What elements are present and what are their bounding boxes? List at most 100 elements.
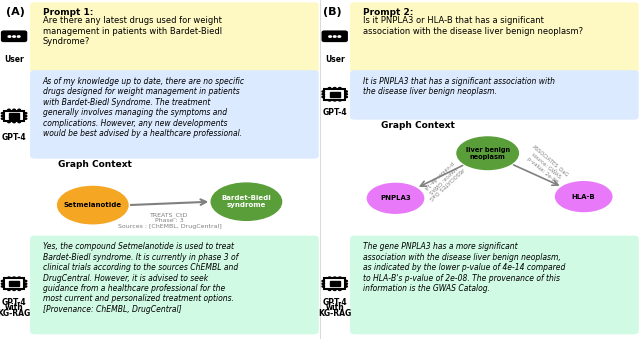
Text: PNPLA3: PNPLA3 [380, 195, 411, 201]
Circle shape [345, 91, 348, 92]
Circle shape [322, 280, 324, 282]
Circle shape [24, 115, 27, 117]
Circle shape [333, 87, 336, 89]
Text: Graph Context: Graph Context [58, 160, 131, 169]
Circle shape [345, 96, 348, 98]
Circle shape [1, 113, 4, 114]
Circle shape [24, 113, 27, 114]
Circle shape [8, 277, 10, 278]
Circle shape [333, 36, 336, 37]
Circle shape [333, 100, 336, 101]
Circle shape [328, 87, 331, 89]
Text: Are there any latest drugs used for weight
management in patients with Bardet-Bi: Are there any latest drugs used for weig… [43, 16, 222, 46]
Circle shape [556, 182, 612, 212]
FancyBboxPatch shape [30, 70, 319, 159]
FancyBboxPatch shape [350, 70, 639, 120]
Text: User: User [4, 55, 24, 64]
Circle shape [1, 115, 4, 117]
Circle shape [1, 118, 4, 119]
Circle shape [13, 277, 15, 278]
FancyBboxPatch shape [324, 278, 345, 289]
Circle shape [18, 289, 20, 291]
Circle shape [329, 36, 332, 37]
Circle shape [345, 94, 348, 95]
Text: ASSOCIATES_DaG
source: GWAS
p-value: 4e-14: ASSOCIATES_DaG source: GWAS p-value: 4e-… [419, 157, 465, 201]
Circle shape [345, 286, 348, 287]
Circle shape [1, 280, 4, 282]
Circle shape [8, 109, 10, 111]
Circle shape [1, 286, 4, 287]
Circle shape [345, 283, 348, 284]
Text: GPT-4: GPT-4 [2, 298, 26, 307]
Text: KG-RAG: KG-RAG [318, 309, 351, 318]
Text: Bardet-Biedl
syndrome: Bardet-Biedl syndrome [221, 195, 271, 208]
Text: User: User [325, 55, 344, 64]
Text: Is it PNPLA3 or HLA-B that has a significant
association with the disease liver : Is it PNPLA3 or HLA-B that has a signifi… [363, 16, 583, 36]
Circle shape [13, 289, 15, 291]
Circle shape [24, 118, 27, 119]
Text: TREATS_CtD
Phase : 3
Sources : [ChEMBL, DrugCentral]: TREATS_CtD Phase : 3 Sources : [ChEMBL, … [118, 212, 221, 229]
FancyBboxPatch shape [4, 278, 24, 289]
Circle shape [18, 109, 20, 111]
Circle shape [457, 137, 518, 170]
FancyBboxPatch shape [9, 113, 19, 119]
Text: Setmelanotide: Setmelanotide [64, 202, 122, 208]
Circle shape [339, 277, 341, 278]
Text: with: with [325, 303, 344, 313]
Text: GPT-4: GPT-4 [2, 133, 26, 142]
Circle shape [1, 283, 4, 284]
Text: Prompt 1:: Prompt 1: [43, 8, 93, 17]
Circle shape [13, 36, 15, 37]
Circle shape [339, 100, 341, 101]
FancyBboxPatch shape [9, 281, 19, 286]
FancyBboxPatch shape [330, 92, 340, 97]
Circle shape [18, 277, 20, 278]
Text: GPT-4: GPT-4 [323, 108, 347, 118]
Circle shape [322, 286, 324, 287]
Circle shape [345, 280, 348, 282]
Circle shape [328, 289, 331, 291]
Circle shape [24, 283, 27, 284]
Circle shape [322, 91, 324, 92]
FancyBboxPatch shape [2, 32, 26, 41]
Circle shape [8, 121, 10, 123]
Circle shape [328, 100, 331, 101]
Circle shape [13, 121, 15, 123]
FancyBboxPatch shape [30, 2, 319, 72]
Circle shape [18, 121, 20, 123]
Circle shape [8, 36, 11, 37]
Circle shape [8, 289, 10, 291]
Text: As of my knowledge up to date, there are no specific
drugs designed for weight m: As of my knowledge up to date, there are… [43, 77, 245, 138]
Text: Yes, the compound Setmelanotide is used to treat
Bardet-Biedl syndrome. It is cu: Yes, the compound Setmelanotide is used … [43, 242, 238, 314]
Text: The gene PNPLA3 has a more significant
association with the disease liver benign: The gene PNPLA3 has a more significant a… [363, 242, 565, 293]
FancyBboxPatch shape [30, 236, 319, 334]
Circle shape [333, 289, 336, 291]
Circle shape [17, 36, 20, 37]
FancyBboxPatch shape [330, 281, 340, 286]
Circle shape [328, 277, 331, 278]
Text: KG-RAG: KG-RAG [0, 309, 31, 318]
FancyBboxPatch shape [350, 2, 639, 72]
Circle shape [339, 289, 341, 291]
Circle shape [333, 277, 336, 278]
Text: It is PNPLA3 that has a significant association with
the disease liver benign ne: It is PNPLA3 that has a significant asso… [363, 77, 555, 96]
Circle shape [322, 94, 324, 95]
Text: with: with [4, 303, 24, 313]
Text: (A): (A) [6, 7, 25, 17]
FancyBboxPatch shape [4, 111, 24, 121]
FancyBboxPatch shape [323, 32, 347, 41]
Circle shape [322, 283, 324, 284]
Text: liver benign
neoplasm: liver benign neoplasm [466, 147, 509, 160]
Circle shape [24, 280, 27, 282]
Text: (B): (B) [323, 7, 342, 17]
Text: HLA-B: HLA-B [572, 194, 595, 200]
Circle shape [24, 286, 27, 287]
Text: Graph Context: Graph Context [381, 121, 454, 131]
Circle shape [339, 87, 341, 89]
Circle shape [13, 109, 15, 111]
Circle shape [58, 186, 128, 224]
Text: Prompt 2:: Prompt 2: [363, 8, 413, 17]
Circle shape [367, 183, 424, 213]
FancyBboxPatch shape [350, 236, 639, 334]
Text: ASSOCIATES_DaG
source: GWAS
p-value: 2e-08: ASSOCIATES_DaG source: GWAS p-value: 2e-… [523, 144, 570, 187]
